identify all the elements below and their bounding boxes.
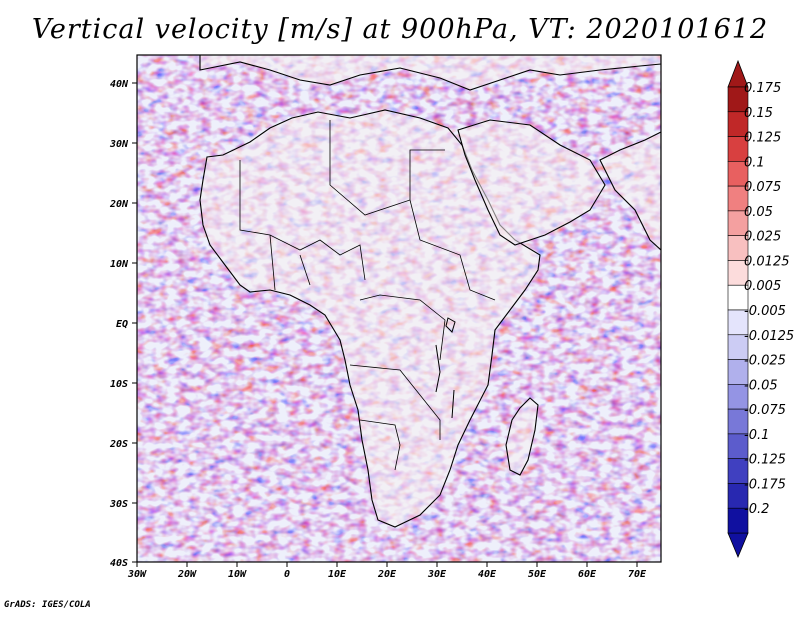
- colorbar-label-10: -0.0125: [744, 329, 794, 344]
- colorbar-label-16: -0.175: [744, 477, 786, 492]
- x-tick-70e: 70E: [628, 569, 647, 580]
- colorbar-boxes: [727, 86, 749, 534]
- x-tick-20w: 20W: [177, 569, 197, 580]
- y-tick-30s: 30S: [109, 499, 128, 510]
- colorbar-label-2: 0.125: [744, 131, 781, 146]
- colorbar-label-8: 0.005: [744, 279, 781, 294]
- colorbar-label-1: 0.15: [744, 106, 773, 121]
- y-tick-30n: 30N: [109, 139, 129, 150]
- x-tick-0: 0: [284, 569, 290, 580]
- x-tick-10w: 10W: [228, 569, 247, 580]
- y-tick-40n: 40N: [110, 79, 129, 90]
- madagascar: [505, 397, 539, 476]
- grads-credit: GrADS: IGES/COLA: [4, 600, 91, 610]
- europe-coast: [199, 55, 661, 91]
- asia-coast: [599, 131, 661, 251]
- colorbar-label-17: -0.2: [744, 502, 769, 517]
- x-tick-30w: 30W: [127, 569, 147, 580]
- tick-marks: [132, 82, 638, 567]
- colorbar-labels: 0.175 0.15 0.125 0.1 0.075 0.05 0.025 0.0125 0.0…: [744, 81, 794, 517]
- colorbar-label-13: -0.075: [744, 403, 786, 418]
- africa-coastline: [199, 109, 541, 528]
- colorbar-label-3: 0.1: [744, 155, 765, 170]
- y-tick-20n: 20N: [109, 199, 129, 210]
- y-tick-40s: 40S: [110, 558, 128, 569]
- colorbar-label-11: -0.025: [744, 354, 786, 369]
- y-axis-labels: 40N 30N 20N 10N EQ 10S 20S 30S 40S: [109, 79, 129, 569]
- colorbar-label-12: -0.05: [744, 378, 778, 393]
- colorbar: 0.175 0.15 0.125 0.1 0.075 0.05 0.025 0.0125 0.0…: [727, 59, 794, 559]
- land-outlines: [199, 55, 661, 528]
- colorbar-bottom-arrow: [727, 532, 749, 559]
- colorbar-box-17: [727, 507, 749, 534]
- lakes: [435, 317, 456, 419]
- y-tick-20s: 20S: [109, 439, 128, 450]
- x-tick-40e: 40E: [478, 569, 497, 580]
- y-tick-10n: 10N: [110, 259, 129, 270]
- plot-area: [137, 55, 661, 562]
- country-borders: [239, 120, 496, 471]
- x-tick-60e: 60E: [578, 569, 597, 580]
- plot-frame: [136, 54, 662, 563]
- colorbar-label-14: -0.1: [744, 428, 769, 443]
- colorbar-label-0: 0.175: [744, 81, 781, 96]
- x-tick-30e: 30E: [427, 569, 447, 580]
- y-tick-eq: EQ: [116, 319, 128, 330]
- colorbar-label-7: 0.0125: [744, 254, 790, 269]
- colorbar-label-9: -0.005: [744, 304, 786, 319]
- x-tick-10e: 10E: [328, 569, 347, 580]
- colorbar-label-4: 0.075: [744, 180, 781, 195]
- map-title: Vertical velocity [m/s] at 900hPa, VT: 2…: [31, 14, 769, 45]
- arabia: [457, 119, 606, 246]
- y-tick-10s: 10S: [110, 379, 128, 390]
- x-tick-20e: 20E: [377, 569, 397, 580]
- x-axis-labels: 30W 20W 10W 0 10E 20E 30E 40E 50E 60E 70…: [127, 569, 647, 580]
- x-tick-50e: 50E: [528, 569, 547, 580]
- colorbar-label-5: 0.05: [744, 205, 773, 220]
- colorbar-label-15: -0.125: [744, 453, 786, 468]
- colorbar-label-6: 0.025: [744, 230, 781, 245]
